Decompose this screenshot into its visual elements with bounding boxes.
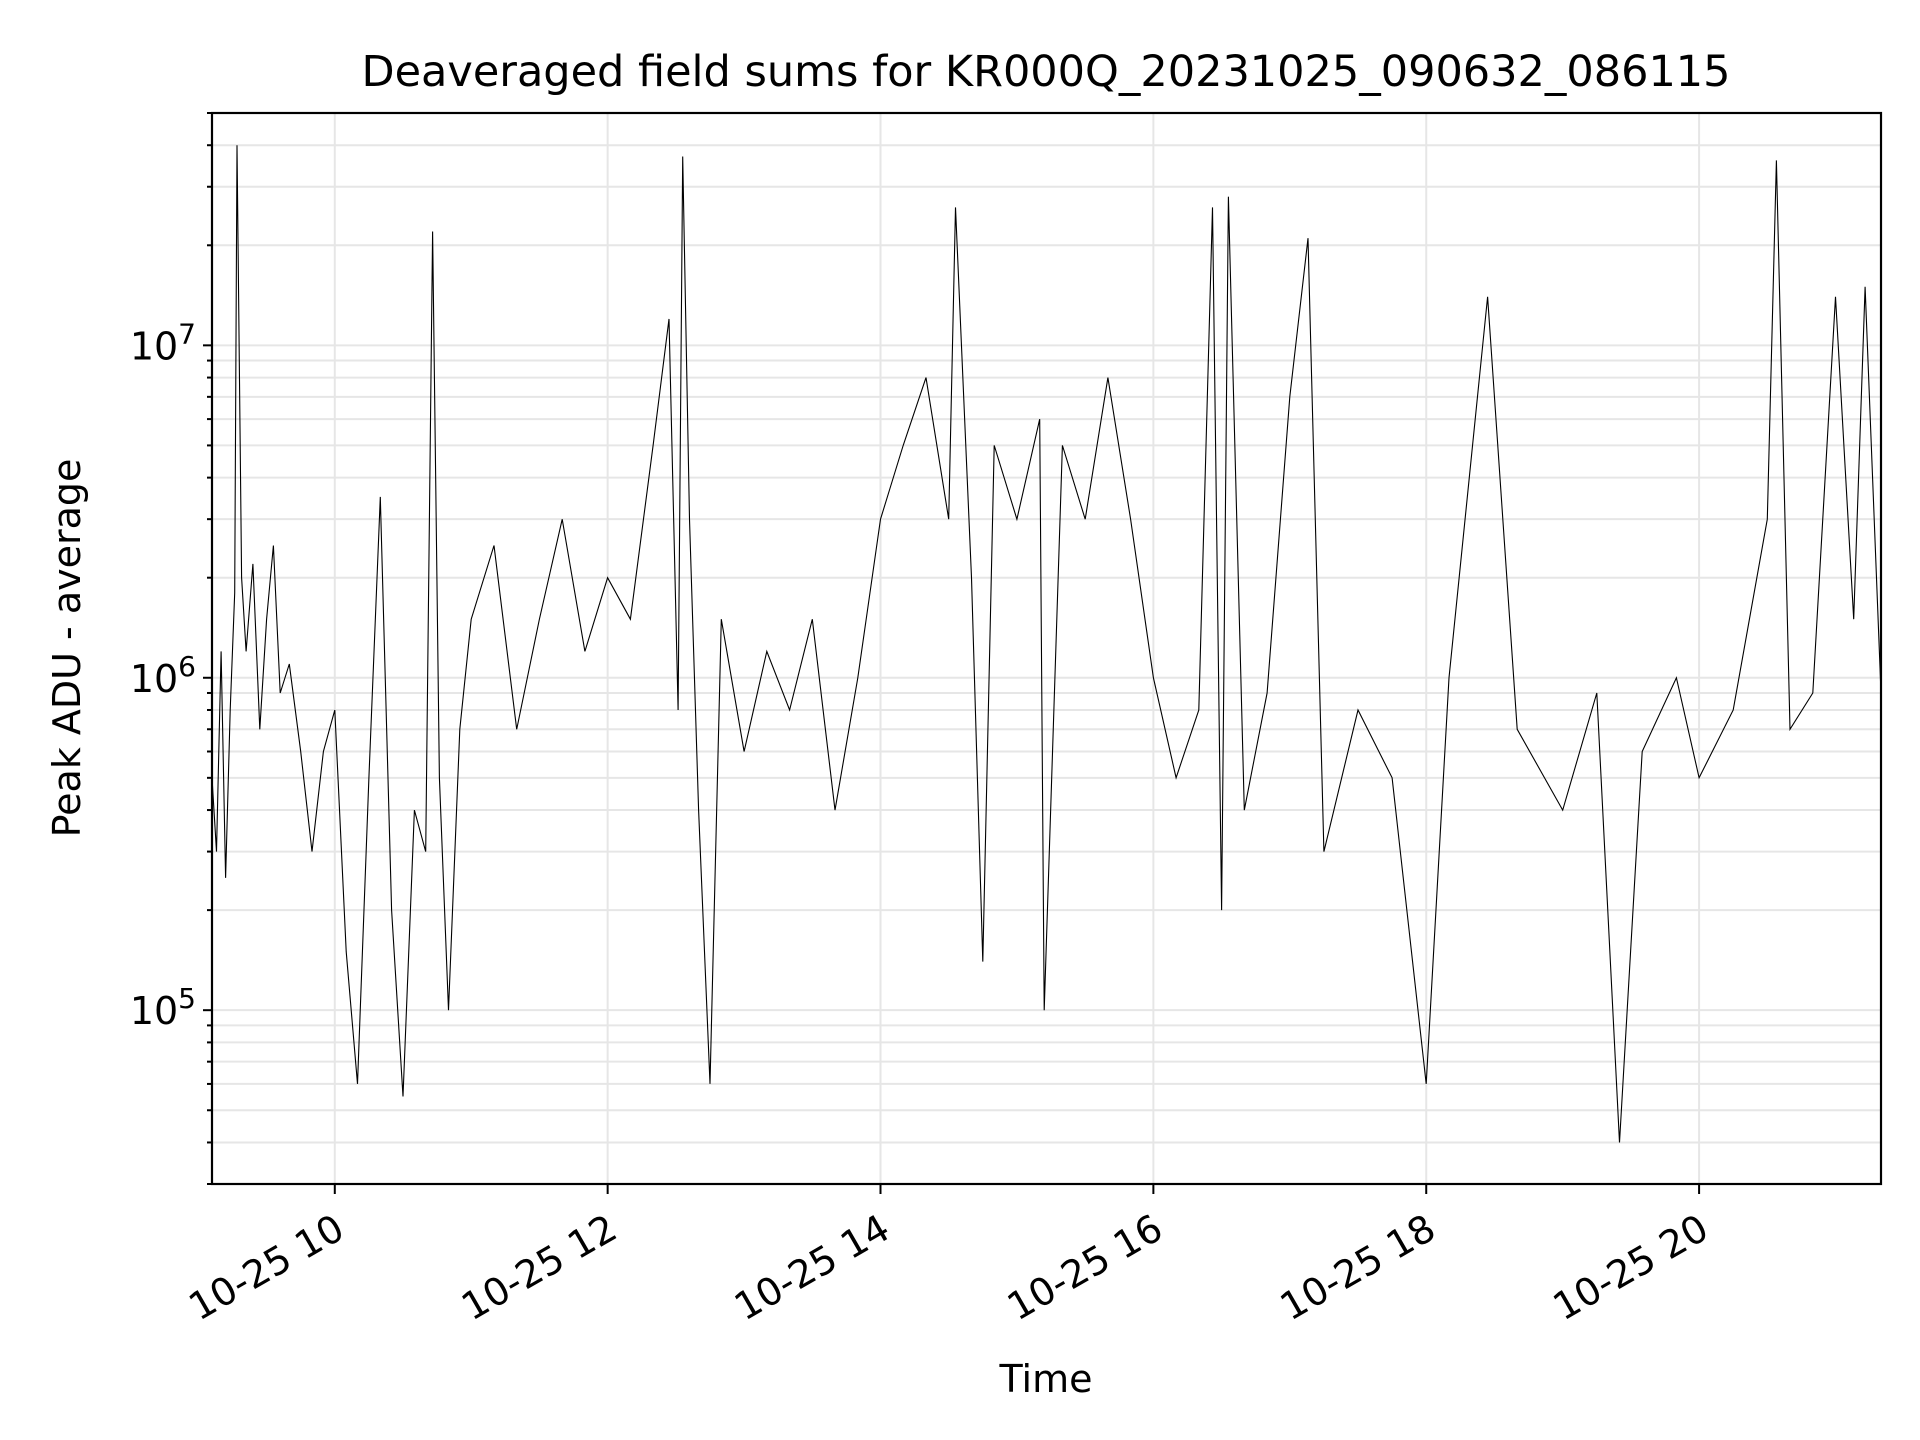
x-axis-label: Time [999,1357,1093,1401]
plot-area [210,111,1883,1186]
grid [212,112,1881,1185]
x-tick-label: 10-25 10 [181,1206,351,1330]
y-axis: 105 106 107 [130,112,212,1185]
x-tick-label: 10-25 14 [727,1206,897,1330]
y-tick-label: 106 [130,650,196,701]
data-series-line [211,145,1882,1143]
y-tick-label: 105 [130,982,196,1033]
chart-title: Deaveraged field sums for KR000Q_2023102… [361,47,1730,97]
x-tick-label: 10-25 16 [1000,1206,1170,1330]
y-tick-label: 107 [130,317,196,368]
x-tick-label: 10-25 20 [1546,1206,1716,1330]
y-axis-label: Peak ADU - average [45,459,89,838]
x-axis: 10-25 10 10-25 12 10-25 14 10-25 16 10-25 18… [181,1184,1716,1330]
x-tick-label: 10-25 18 [1273,1206,1443,1330]
x-tick-label: 10-25 12 [454,1206,624,1330]
